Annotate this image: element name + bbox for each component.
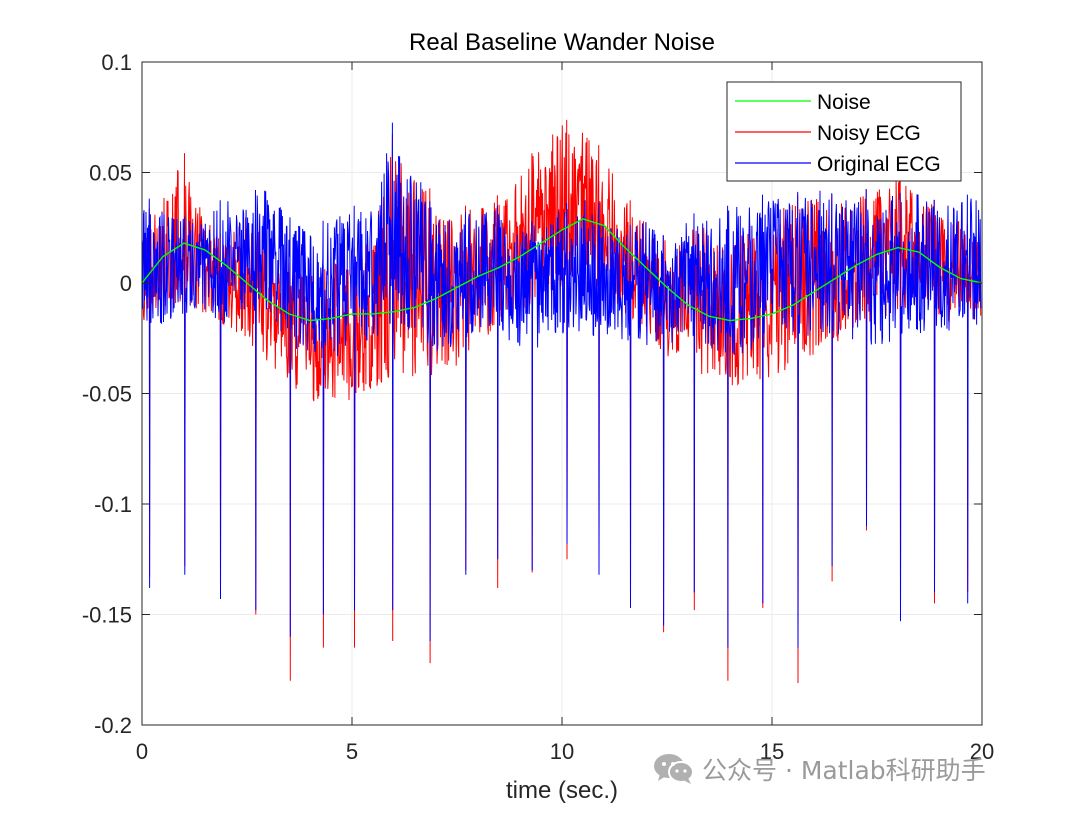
y-tick-label-2: -0.1: [94, 492, 132, 517]
series-line-original-ecg: [142, 122, 982, 648]
x-tick-label-1: 5: [346, 739, 358, 764]
x-tick-label-4: 20: [970, 739, 994, 764]
series-line-noise: [142, 218, 982, 322]
y-tick-label-4: 0: [120, 271, 132, 296]
legend-label-noise: Noise: [817, 91, 871, 114]
y-tick-label-1: -0.15: [82, 603, 132, 628]
y-tick-label-0: -0.2: [94, 713, 132, 738]
x-axis-label: time (sec.): [506, 777, 618, 804]
y-tick-label-3: -0.05: [82, 382, 132, 407]
x-tick-label-2: 10: [550, 739, 574, 764]
chart-title: Real Baseline Wander Noise: [409, 29, 715, 56]
x-tick-label-3: 15: [760, 739, 784, 764]
series-line-noisy-ecg: [142, 119, 982, 684]
y-tick-label-5: 0.05: [89, 161, 132, 186]
watermark-text: 公众号 · Matlab科研助手: [702, 756, 986, 785]
wechat-icon: [654, 754, 694, 784]
x-tick-label-0: 0: [136, 739, 148, 764]
legend-label-original-ecg: Original ECG: [817, 153, 941, 176]
watermark: 公众号 · Matlab科研助手: [652, 752, 986, 786]
y-tick-label-6: 0.1: [101, 50, 132, 75]
legend-label-noisy-ecg: Noisy ECG: [817, 122, 921, 145]
